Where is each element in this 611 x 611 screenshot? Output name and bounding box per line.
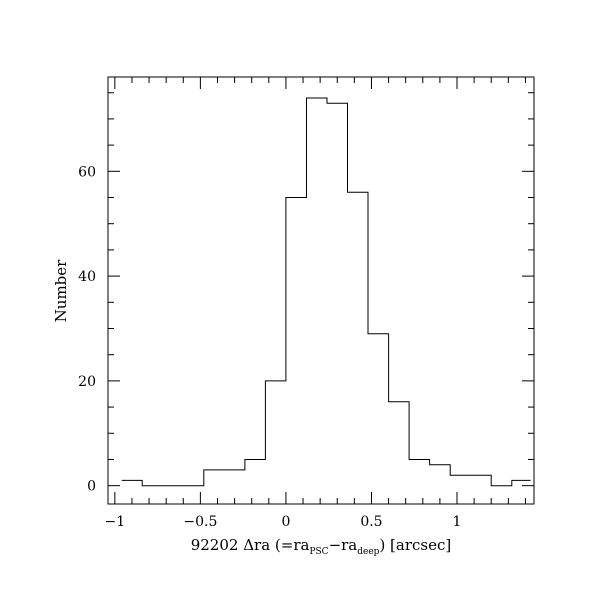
histogram-outline [121, 97, 531, 487]
x-tick-label: −1 [105, 514, 126, 530]
x-tick-label: 0.5 [360, 514, 382, 530]
plot-frame [107, 76, 535, 505]
x-tick-label: 1 [453, 514, 462, 530]
axis-ticks [108, 77, 534, 504]
x-tick-label: −0.5 [183, 514, 217, 530]
y-tick-label: 40 [78, 269, 96, 285]
y-tick-label: 20 [78, 374, 96, 390]
y-tick-label: 0 [87, 479, 96, 495]
y-axis-label: Number [52, 259, 70, 322]
y-tick-labels: 0 20 40 60 [78, 164, 96, 494]
x-tick-label: 0 [281, 514, 290, 530]
x-tick-labels: −1 −0.5 0 0.5 1 [105, 514, 462, 530]
x-axis-label: 92202 Δra (=raPSC−radeep) [arcsec] [191, 536, 452, 557]
y-tick-label: 60 [78, 164, 96, 180]
